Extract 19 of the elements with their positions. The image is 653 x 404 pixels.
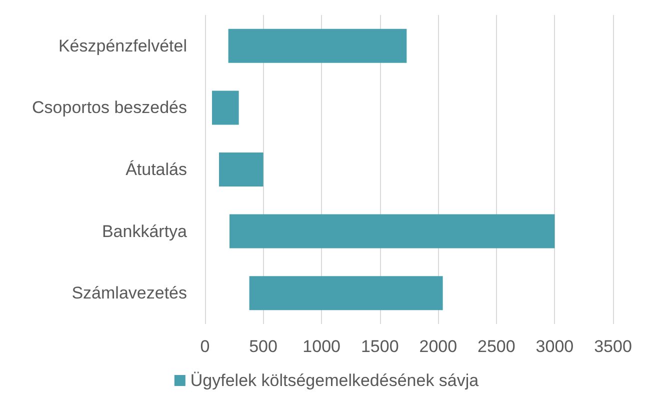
x-tick-label: 0 [200, 337, 210, 356]
y-tick-label: Csoportos beszedés [32, 98, 187, 118]
x-tick-label: 500 [249, 337, 278, 356]
bar [249, 276, 443, 310]
y-tick-label: Átutalás [126, 160, 187, 179]
x-tick-label: 2500 [478, 337, 516, 356]
bar [229, 214, 555, 248]
x-tick-label: 3000 [536, 337, 574, 356]
x-tick-label: 1000 [302, 337, 340, 356]
y-tick-label: Készpénzfelvétel [58, 36, 187, 56]
legend-label: Ügyfelek költségemelkedésének sávja [190, 371, 480, 390]
y-tick-label: Számlavezetés [72, 284, 187, 303]
x-tick-label: 1500 [360, 337, 399, 356]
x-tick-label: 3500 [594, 337, 632, 356]
bar [212, 90, 239, 125]
x-tick-label: 2000 [419, 337, 458, 356]
bar [228, 28, 407, 63]
y-tick-label: Bankkártya [102, 222, 188, 241]
bar [218, 152, 264, 186]
